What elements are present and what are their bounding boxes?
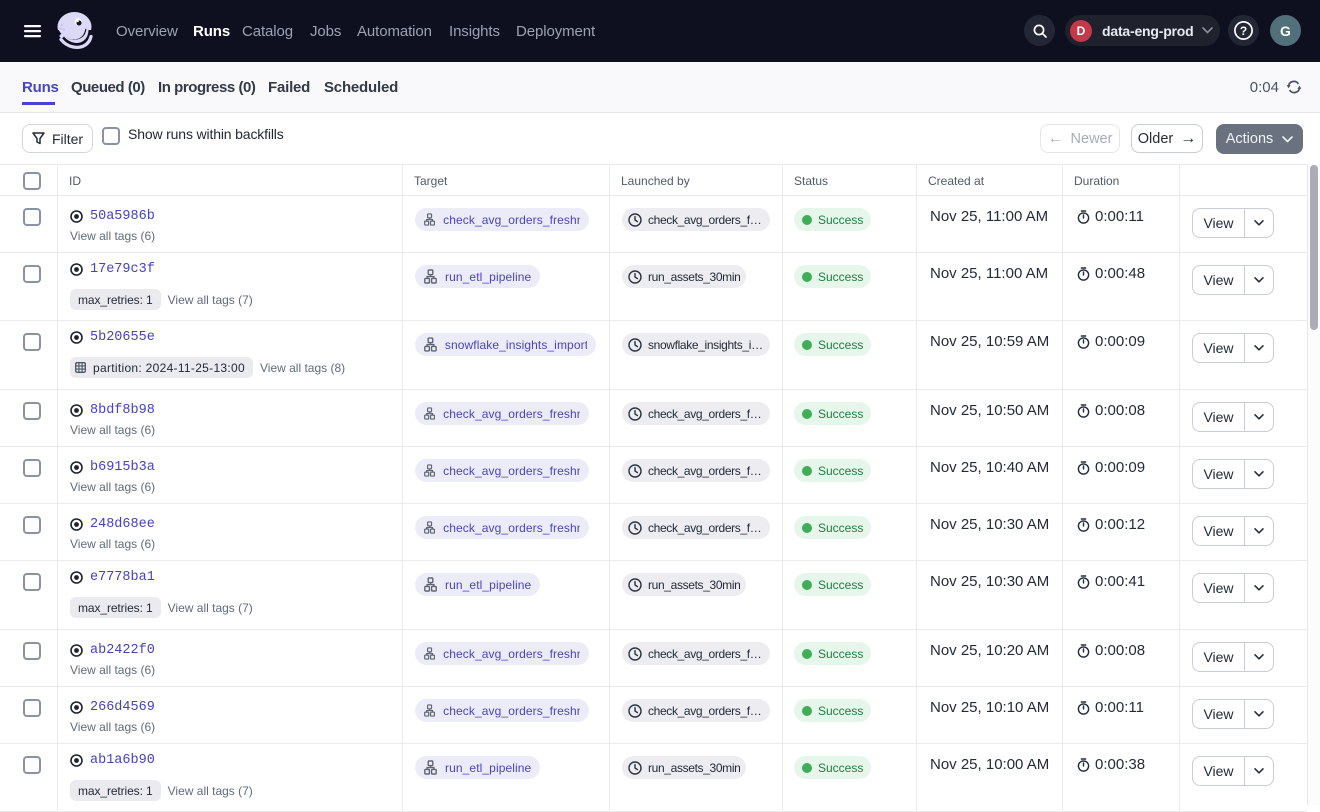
svg-text:?: ? (1240, 24, 1247, 38)
